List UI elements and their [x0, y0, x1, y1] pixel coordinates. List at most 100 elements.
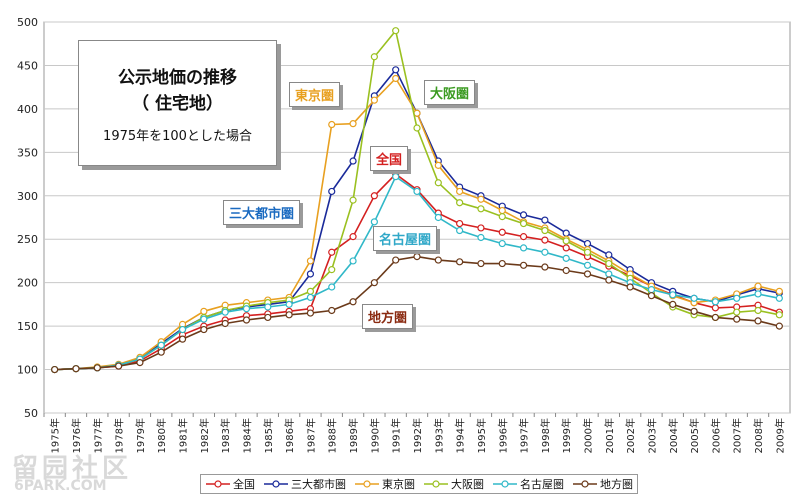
data-point	[519, 219, 528, 228]
data-point	[370, 218, 378, 226]
x-tick-label: 2001年	[603, 418, 616, 453]
data-point	[541, 216, 549, 224]
legend-label: 全国	[233, 478, 255, 491]
data-point	[285, 311, 293, 319]
data-point	[370, 192, 378, 200]
data-point	[328, 266, 336, 274]
data-point	[498, 206, 506, 215]
data-point	[306, 287, 315, 295]
data-point	[178, 335, 187, 343]
data-point	[349, 233, 357, 241]
data-point	[328, 283, 336, 291]
legend-swatch-icon	[355, 480, 379, 488]
x-tick-label: 1991年	[390, 418, 403, 453]
data-point	[264, 303, 272, 311]
x-tick-label: 1989年	[347, 418, 360, 453]
data-point	[498, 228, 506, 236]
chart-subtitle: （ 住宅地）	[132, 94, 223, 114]
legend-label: 名古屋圏	[520, 478, 564, 491]
annotation-nagoya: 名古屋圏	[373, 226, 438, 251]
data-point	[690, 294, 698, 302]
data-point	[477, 233, 485, 242]
data-point	[413, 124, 421, 132]
data-point	[498, 213, 506, 221]
data-point	[306, 270, 315, 278]
data-point	[456, 258, 464, 266]
data-point	[392, 256, 400, 264]
data-point	[392, 66, 400, 74]
data-point	[242, 305, 251, 313]
data-point	[328, 187, 336, 196]
x-tick-label: 1987年	[304, 418, 317, 453]
legend-swatch-icon	[493, 480, 517, 488]
y-tick-label: 450	[17, 59, 38, 72]
data-point	[733, 308, 741, 316]
chart-title: 公示地価の推移	[118, 68, 237, 88]
x-tick-label: 1983年	[219, 418, 232, 453]
data-point	[349, 298, 357, 306]
data-point	[519, 244, 528, 252]
y-tick-label: 300	[17, 190, 38, 203]
data-point	[519, 211, 528, 219]
data-point	[519, 233, 528, 241]
data-point	[413, 253, 421, 261]
data-point	[733, 294, 741, 302]
data-point	[477, 224, 485, 232]
data-point	[541, 263, 549, 271]
x-tick-label: 2003年	[645, 418, 658, 453]
x-tick-label: 1975年	[49, 418, 62, 453]
legend-label: 地方圏	[600, 478, 633, 491]
data-point	[349, 257, 357, 265]
x-tick-label: 1978年	[113, 418, 126, 453]
data-point	[711, 304, 720, 312]
x-tick-label: 1979年	[134, 418, 147, 453]
data-point	[328, 120, 336, 129]
data-point	[392, 74, 400, 83]
data-point	[221, 319, 229, 328]
data-point	[456, 199, 464, 207]
data-point	[136, 359, 144, 367]
data-point	[93, 364, 101, 372]
data-point	[775, 294, 783, 302]
data-point	[72, 365, 80, 373]
data-point	[583, 261, 592, 269]
x-tick-label: 1977年	[91, 418, 104, 453]
annotation-chiho: 地方圏	[362, 304, 414, 329]
data-point	[605, 259, 613, 268]
data-point	[285, 300, 293, 308]
data-point	[605, 270, 613, 278]
y-tick-label: 500	[17, 16, 38, 29]
legend-item: 大阪圏	[423, 476, 484, 492]
legend-swatch-icon	[573, 480, 597, 488]
y-tick-label: 150	[17, 320, 38, 333]
x-tick-label: 2007年	[731, 418, 744, 453]
y-tick-label: 250	[17, 233, 38, 246]
legend-item: 三大都市圏	[263, 476, 346, 492]
chart-legend: 全国 三大都市圏 東京圏 大阪圏 名古屋圏 地方圏	[200, 474, 638, 494]
chart-note: 1975年を100とした場合	[103, 129, 252, 144]
y-tick-label: 200	[17, 277, 38, 290]
x-tick-label: 2004年	[667, 418, 680, 453]
data-point	[754, 290, 762, 298]
data-point	[392, 27, 400, 35]
data-point	[541, 248, 549, 256]
y-tick-label: 350	[17, 146, 38, 159]
x-tick-label: 1997年	[518, 418, 531, 453]
data-point	[754, 317, 762, 325]
data-point	[733, 315, 741, 323]
data-point	[392, 173, 400, 181]
y-tick-label: 50	[24, 407, 38, 420]
data-point	[498, 239, 506, 248]
x-tick-label: 1984年	[240, 418, 253, 453]
legend-item: 全国	[205, 476, 255, 492]
data-point	[519, 261, 528, 269]
legend-label: 三大都市圏	[291, 478, 346, 491]
x-tick-label: 2006年	[709, 418, 722, 453]
x-tick-label: 2000年	[582, 418, 595, 453]
data-point	[456, 219, 464, 228]
x-tick-label: 1992年	[411, 418, 424, 453]
data-point	[434, 179, 442, 187]
x-tick-label: 1995年	[475, 418, 488, 453]
data-point	[370, 279, 378, 287]
data-point	[434, 213, 442, 222]
